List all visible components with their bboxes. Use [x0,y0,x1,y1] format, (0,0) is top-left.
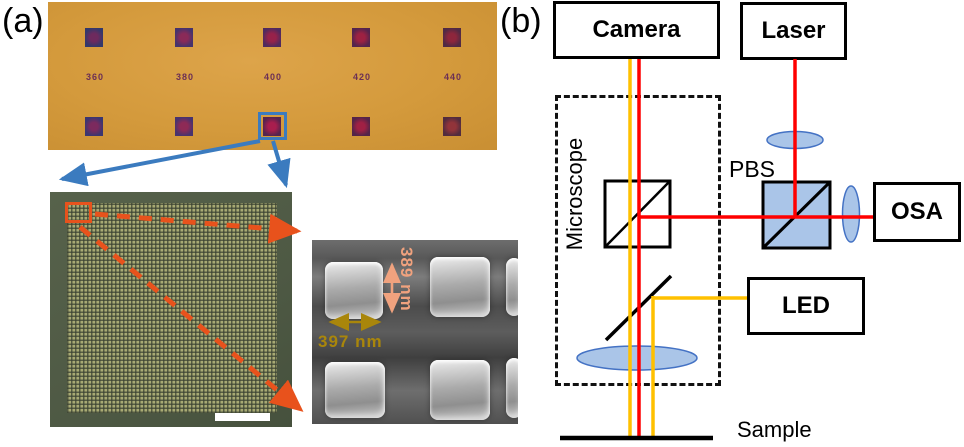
pbs-label: PBS [729,156,776,182]
laser-label: Laser [761,17,826,44]
metasurface-square [263,28,281,47]
led-label: LED [782,292,830,319]
nanopillar [506,358,518,418]
period-label: 440 [443,72,463,82]
metasurface-square [443,117,461,136]
array-micrograph [50,192,292,427]
zoom-highlight-box-orange [65,202,92,223]
metasurface-square [85,28,103,47]
sem-height-dimension-label: 389 nm [397,247,416,312]
scale-bar [215,413,270,421]
period-label: 420 [352,72,372,82]
metasurface-square [263,117,281,136]
sem-image [312,240,518,424]
metasurface-square [175,28,193,47]
led-box: LED [747,277,865,335]
period-label: 360 [85,72,105,82]
osa-lens [841,185,861,243]
sem-width-dimension-label: 397 nm [318,332,383,351]
chip-micrograph: 360 380 400 420 440 [48,2,497,150]
nanopillar [325,362,385,418]
nanopillar [430,360,490,420]
nanopillar [506,258,518,316]
osa-label: OSA [890,198,943,225]
zoom-highlight-box-blue [258,112,287,140]
period-label: 380 [175,72,195,82]
nanopillar [430,257,490,317]
pbs-cube [761,180,832,250]
metasurface-square [443,28,461,47]
camera-label: Camera [592,16,681,43]
laser-box: Laser [740,2,847,60]
metasurface-square [352,28,370,47]
camera-box: Camera [553,1,720,59]
nanopillar-array-texture [67,203,277,413]
metasurface-square [352,117,370,136]
nanopillar [325,262,383,319]
osa-box: OSA [873,182,961,242]
microscope-label: Microscope [562,137,587,251]
panel-a-label: (a) [2,2,44,40]
metasurface-square [85,117,103,136]
laser-lens [766,130,824,150]
period-label: 400 [263,72,283,82]
panel-b-label: (b) [500,2,542,40]
pbs-diagonal [762,181,831,249]
sample-label: Sample [737,417,812,442]
metasurface-square [175,117,193,136]
